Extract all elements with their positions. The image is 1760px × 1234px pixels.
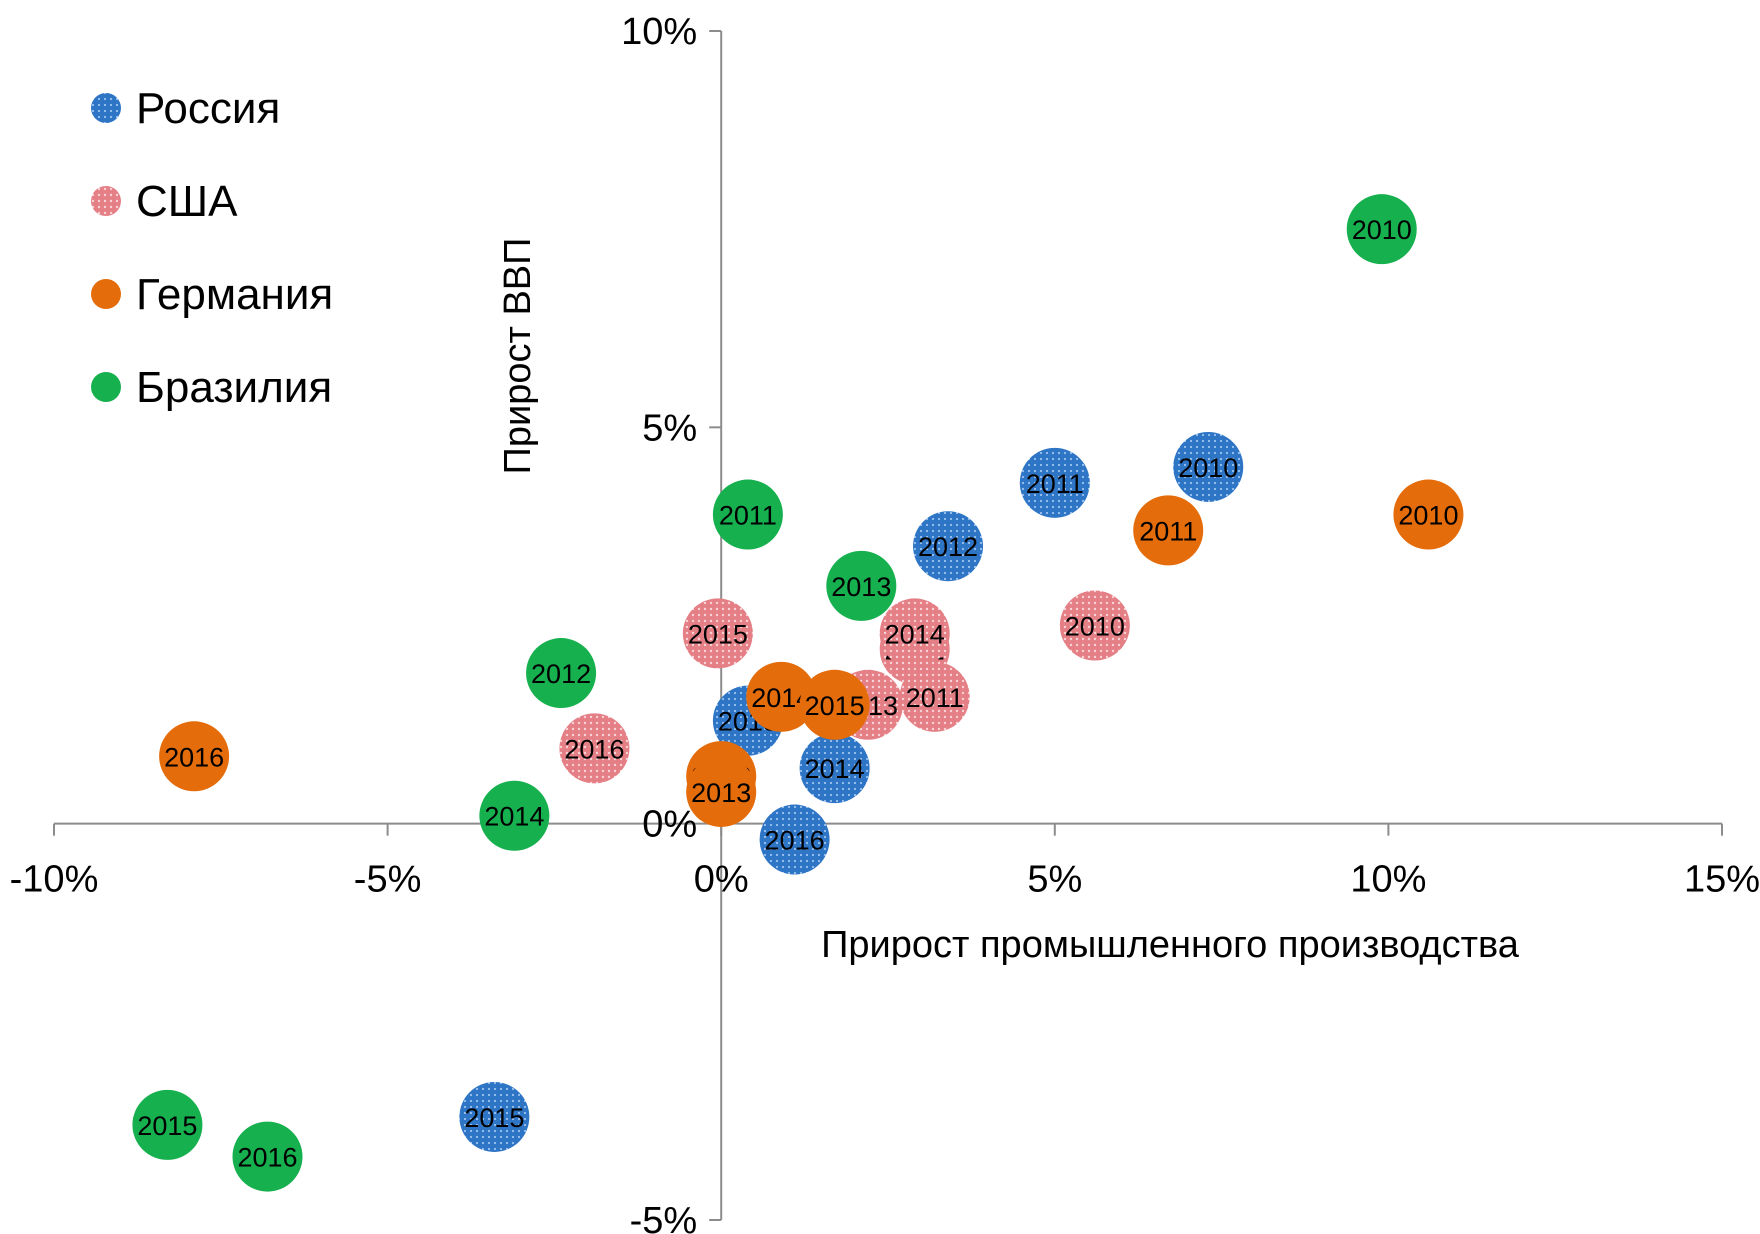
data-point-label: 2014 (484, 802, 544, 832)
data-point (1059, 590, 1130, 661)
data-point (686, 756, 757, 827)
data-point (826, 550, 897, 621)
data-point (746, 661, 817, 732)
legend-item: Россия (91, 84, 280, 133)
y-axis-title: Прирост ВВП (497, 238, 539, 475)
x-tick-label: -5% (354, 859, 422, 901)
x-tick-label: 10% (1350, 859, 1426, 901)
data-point-label: 2014 (885, 619, 945, 649)
data-point-label: 2010 (1065, 612, 1125, 642)
legend-label: США (136, 177, 238, 226)
data-point-label: 2010 (1398, 501, 1458, 531)
legend-marker (91, 186, 121, 216)
data-point (799, 669, 870, 740)
data-point (232, 1121, 303, 1192)
x-tick-label: -10% (10, 859, 99, 901)
data-point-label: 2016 (237, 1143, 297, 1173)
data-point (1173, 431, 1244, 502)
data-point (526, 638, 597, 709)
data-point (913, 511, 984, 582)
data-point-label: 2011 (1026, 469, 1084, 499)
data-point-label: 2013 (691, 778, 751, 808)
data-point-label: 2015 (688, 619, 748, 649)
series-0: 2010 2011 2012 2013 2014 2015 2016 (459, 431, 1244, 1152)
legend-marker (91, 93, 121, 123)
data-point-label: 2013 (831, 572, 891, 602)
axes: -10% -5% 0% 5% 10% 15% -5% 0% 5% 10% Прирост промы… (10, 11, 1760, 1234)
data-point (712, 479, 783, 550)
data-point (559, 713, 630, 784)
data-point-label: 2011 (1139, 516, 1197, 546)
data-point (799, 733, 870, 804)
data-point-label: 2011 (906, 683, 964, 713)
data-point-label: 2010 (1178, 453, 1238, 483)
x-axis-title: Прирост промышленного производства (821, 924, 1520, 966)
data-point-label: 2015 (805, 691, 865, 721)
y-tick-label: 10% (621, 11, 697, 53)
data-point (759, 804, 830, 875)
data-point-label: 2015 (137, 1111, 197, 1141)
legend-label: Бразилия (136, 363, 332, 412)
legend-item: США (91, 177, 238, 226)
data-point (879, 598, 950, 669)
data-point (1346, 194, 1417, 265)
x-tick-label: 15% (1684, 859, 1760, 901)
data-points: 2010 2011 2012 2013 2014 2015 2016 2010 2011 2012… (132, 194, 1464, 1192)
y-tick-label: 5% (642, 407, 697, 449)
legend-item: Германия (91, 270, 333, 319)
data-point-label: 2012 (918, 532, 978, 562)
data-point (479, 780, 550, 851)
data-point-label: 2016 (164, 742, 224, 772)
data-point-label: 2014 (805, 754, 865, 784)
series-3: 2010 2011 2012 2013 2014 2015 2016 (132, 194, 1417, 1192)
legend-label: Россия (136, 84, 280, 133)
legend-item: Бразилия (91, 363, 332, 412)
data-point (1019, 447, 1090, 518)
data-point-label: 2010 (1352, 215, 1412, 245)
data-point-label: 2015 (464, 1103, 524, 1133)
legend-marker (91, 279, 121, 309)
data-point-label: 2011 (719, 501, 777, 531)
legend: Россия США Германия Бразилия (91, 84, 333, 412)
data-point (682, 598, 753, 669)
data-point-label: 2016 (765, 826, 825, 856)
x-tick-label: 0% (694, 859, 749, 901)
legend-marker (91, 372, 121, 402)
data-point (159, 721, 230, 792)
x-tick-label: 5% (1027, 859, 1082, 901)
y-tick-label: 0% (642, 804, 697, 846)
series-2: 2010 2011 2012 2013 2014 2015 2016 (159, 479, 1464, 827)
legend-label: Германия (136, 270, 333, 319)
data-point-label: 2016 (564, 734, 624, 764)
data-point (459, 1081, 530, 1152)
data-point (132, 1089, 203, 1160)
data-point (1393, 479, 1464, 550)
y-tick-label: -5% (630, 1200, 698, 1234)
data-point-label: 2012 (531, 659, 591, 689)
data-point (1133, 495, 1204, 566)
